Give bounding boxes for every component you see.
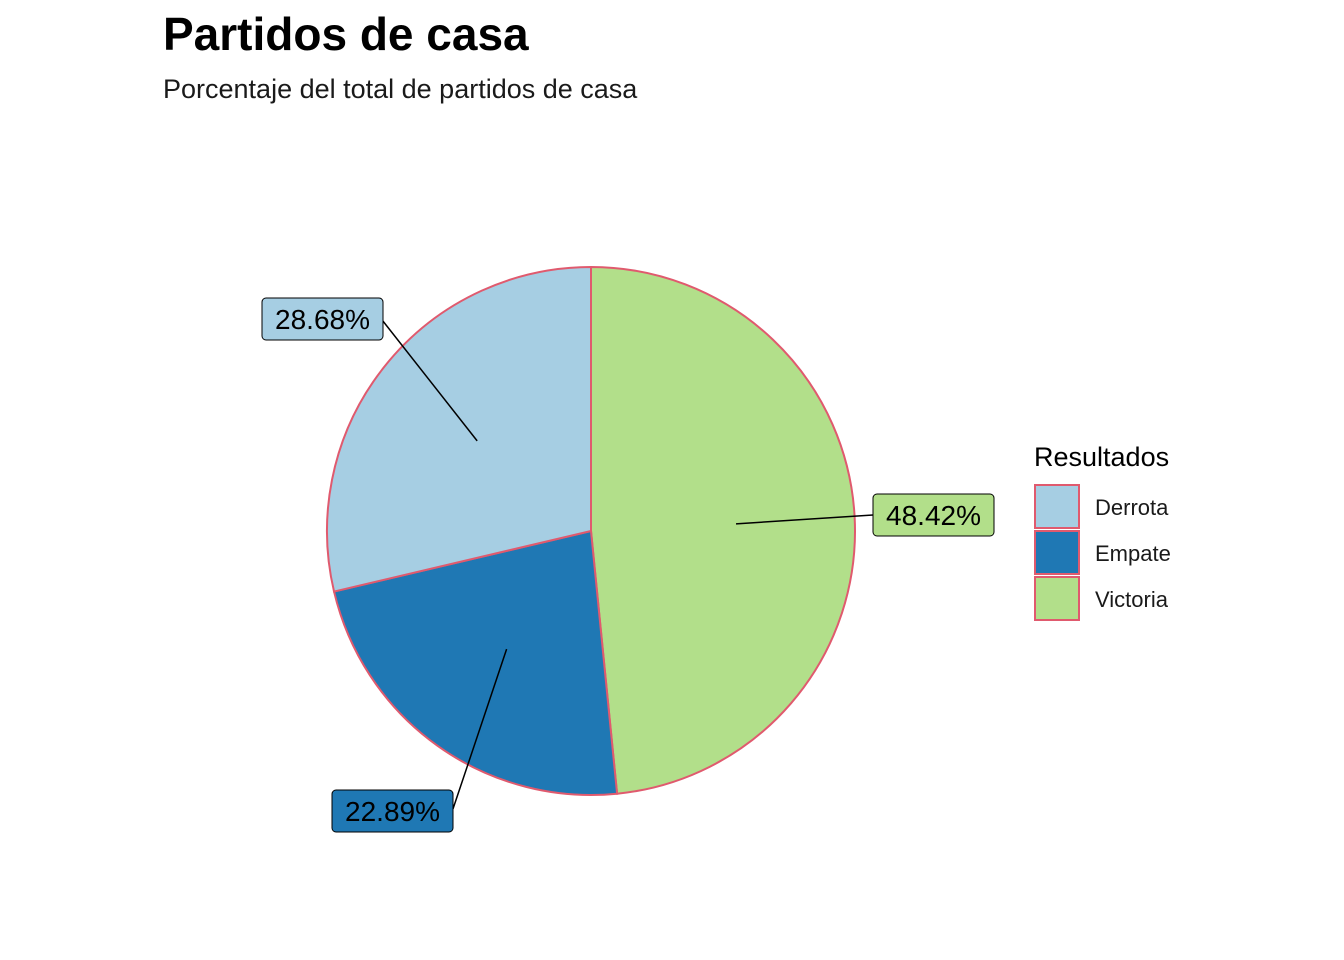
pie-slices <box>326 265 856 796</box>
legend-key-victoria <box>1034 576 1080 621</box>
pie-slice-derrota <box>326 265 592 593</box>
pie-slice-empate <box>332 529 619 796</box>
chart-title: Partidos de casa <box>163 8 529 60</box>
slice-label-derrota: 28.68% <box>275 304 370 335</box>
leader-line-derrota <box>382 320 478 442</box>
slice-label-empate: 22.89% <box>345 796 440 827</box>
leader-line-empate <box>452 648 508 810</box>
pie-slice-victoria <box>590 265 856 795</box>
label-box-derrota <box>261 297 384 341</box>
legend-label-derrota: Derrota <box>1095 495 1169 520</box>
legend-key-empate <box>1034 530 1080 575</box>
chart-subtitle: Porcentaje del total de partidos de casa <box>163 74 638 104</box>
label-box-victoria <box>872 493 995 537</box>
legend-title: Resultados <box>1034 442 1169 472</box>
legend-items: Derrota Empate Victoria <box>1034 484 1171 621</box>
legend: Resultados Derrota Empate Victoria <box>1034 442 1171 621</box>
legend-label-empate: Empate <box>1095 541 1171 566</box>
label-box-empate <box>331 789 454 833</box>
leader-line-victoria <box>735 514 874 525</box>
legend-label-victoria: Victoria <box>1095 587 1169 612</box>
legend-key-derrota <box>1034 484 1080 529</box>
leader-lines <box>382 320 874 810</box>
slice-label-victoria: 48.42% <box>886 500 981 531</box>
slice-labels: 48.42% 22.89% 28.68% <box>261 297 995 833</box>
